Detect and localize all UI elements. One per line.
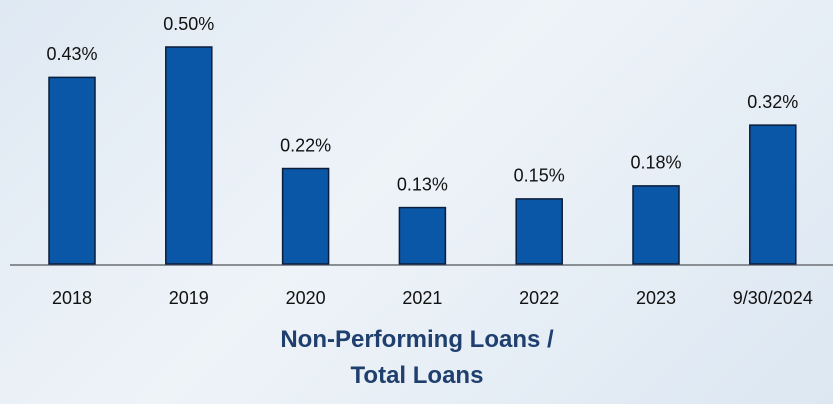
x-tick-label: 2020 — [286, 288, 326, 308]
x-tick-label: 2023 — [636, 288, 676, 308]
bar — [165, 46, 213, 265]
bar — [48, 76, 96, 265]
bar — [749, 124, 797, 265]
data-label: 0.32% — [747, 92, 798, 112]
data-label: 0.22% — [280, 135, 331, 155]
data-label: 0.50% — [163, 14, 214, 34]
bar — [632, 185, 680, 265]
bar — [281, 167, 330, 265]
x-tick-label: 2018 — [52, 288, 92, 308]
x-tick-label: 2022 — [519, 288, 559, 308]
x-tick-label: 2021 — [402, 288, 442, 308]
data-label: 0.13% — [397, 174, 448, 194]
x-tick-label: 9/30/2024 — [733, 288, 813, 308]
data-label: 0.15% — [514, 166, 565, 186]
data-label: 0.18% — [630, 153, 681, 173]
bar — [515, 198, 563, 265]
bar — [398, 206, 447, 265]
x-tick-label: 2019 — [169, 288, 209, 308]
chart-title: Non-Performing Loans / Total Loans — [280, 326, 554, 389]
data-label: 0.43% — [46, 44, 97, 64]
